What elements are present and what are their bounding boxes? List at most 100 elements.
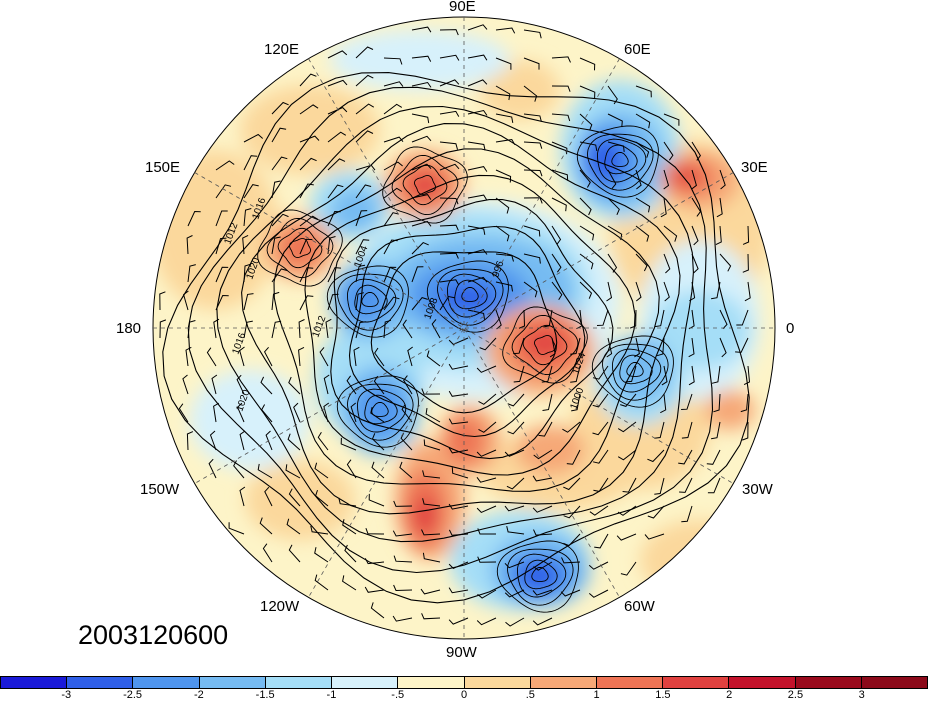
wind-barb [467,249,488,255]
isobar-line [266,217,334,279]
wind-barb [467,276,488,283]
isobar-line [370,251,558,414]
colorbar-tick-label: -3 [61,689,72,701]
wind-barb [711,421,721,440]
wind-barb [448,363,469,370]
colorbar-tick-label: 1.5 [655,689,671,701]
wind-barb [635,225,650,242]
wind-barb [257,463,273,479]
wind-barb [350,402,357,423]
wind-barb [635,281,642,302]
wind-barb [476,365,497,373]
wind-barb [513,337,525,355]
lon-label-60e: 60E [624,41,651,58]
wind-barb [422,470,441,479]
wind-barb [243,320,253,339]
wind-barb [635,113,651,129]
isobar-line [587,133,654,191]
wind-barb [187,320,196,339]
wind-barb [661,365,668,386]
colorbar-cell [596,677,664,688]
colorbar-cell [464,677,531,688]
wind-barb [310,525,329,535]
wind-barb [355,103,375,115]
wind-barb [663,113,680,126]
wind-barb [383,103,403,115]
colorbar-tick-label: 1 [593,689,600,701]
wind-barb [243,155,258,171]
wind-barb [411,242,429,255]
wind-barb [342,519,357,535]
wind-barb [689,281,696,302]
wind-barb [243,293,254,311]
colorbar-cell [265,677,333,688]
anomaly-patch [525,329,565,357]
wind-barb [421,613,441,620]
wind-barb [186,431,194,451]
wind-barb [411,113,430,124]
wind-barb [681,393,693,410]
colorbar-tick-label: -2.5 [123,689,143,701]
wind-barb [439,163,460,171]
wind-barb [299,238,313,255]
wind-barb [719,309,728,330]
isobar-line [507,548,574,606]
wind-barb [719,337,727,358]
isobar-line [517,553,567,598]
wind-barb [579,253,594,270]
wind-barb [647,449,665,463]
wind-barb [688,365,695,386]
anomaly-patch [190,370,310,470]
wind-barb [271,101,289,115]
wind-barb [656,337,665,357]
wind-barb [541,365,553,383]
wind-barb [403,375,413,395]
colorbar-tick-label: -.5 [391,689,405,701]
colorbar-cell [133,677,200,688]
wind-barb [314,574,329,591]
wind-barb [392,615,413,622]
wind-barb [740,393,749,413]
wind-barb [186,235,193,255]
isobar-line [336,375,419,448]
wind-barb [607,113,623,128]
wind-barb [634,337,640,358]
wind-barb [288,376,301,395]
wind-barb [423,439,441,451]
wind-barb [504,449,525,457]
wind-barb [467,194,488,201]
wind-barb [560,589,581,597]
wind-barb [551,281,563,301]
wind-barb [271,236,281,255]
anomaly-patch [480,60,560,120]
wind-barb [439,295,455,311]
wind-barb [215,294,229,311]
wind-barb [571,393,581,412]
wind-barb [327,107,348,115]
wind-barb [744,281,751,302]
wind-barb [338,497,357,507]
wind-barb [271,320,282,339]
wind-barb [233,460,245,479]
wind-barb [421,529,441,536]
wind-barb [625,365,637,383]
wind-barb [551,197,567,212]
wind-barb [579,141,598,151]
wind-barb [579,197,592,216]
wind-barb [523,225,541,237]
wind-barb [370,602,385,619]
wind-barb [538,421,553,437]
wind-barb [327,158,346,171]
wind-barb [237,402,245,423]
isobar-line [371,401,389,417]
wind-barb [370,406,385,423]
isobar-line [531,566,549,582]
isobar-line [511,314,579,376]
wind-barb [298,319,305,339]
wind-barb [448,617,469,625]
wind-barb [271,180,281,199]
wind-barb [606,281,613,302]
wind-barb [579,113,593,131]
wind-barb [532,505,553,513]
wind-barb [711,281,721,300]
